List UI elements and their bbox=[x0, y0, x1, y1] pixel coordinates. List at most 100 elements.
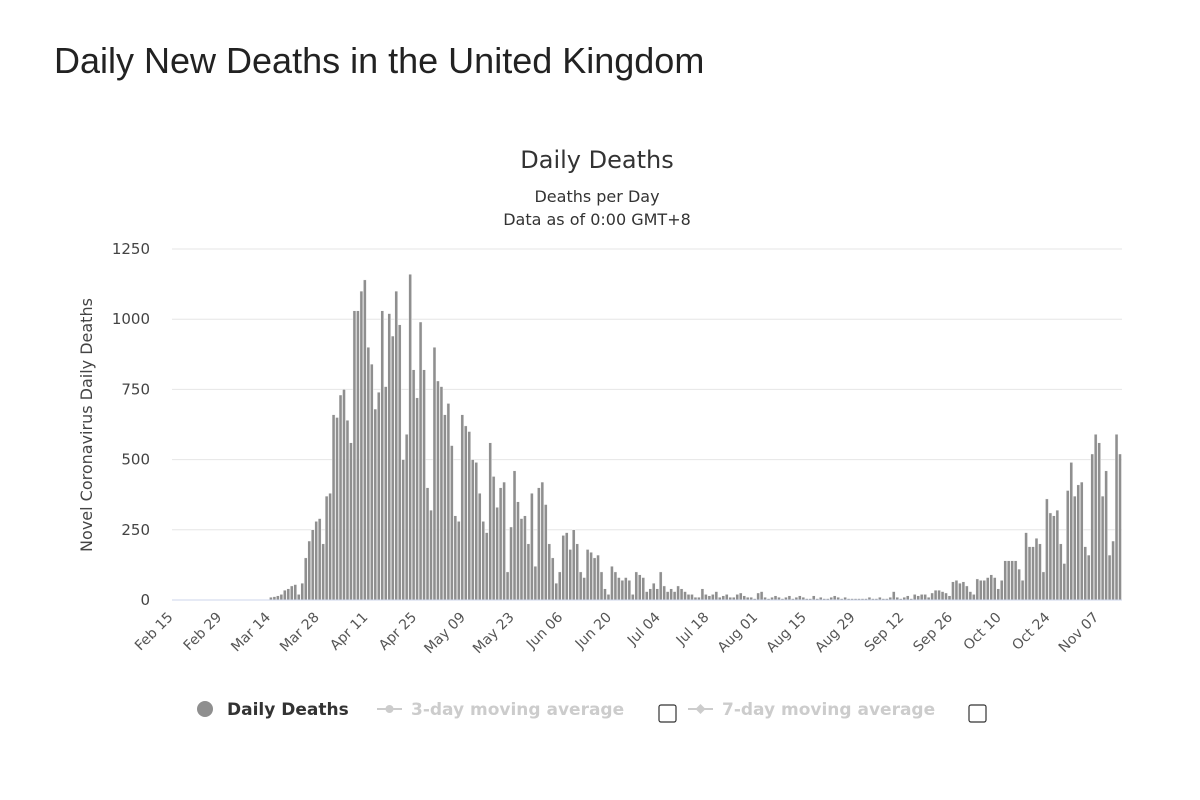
bar[interactable] bbox=[505, 571, 510, 601]
legend-marker-daily-deaths[interactable] bbox=[197, 701, 213, 717]
bar[interactable] bbox=[1006, 560, 1011, 601]
bar[interactable] bbox=[589, 552, 593, 601]
bar[interactable] bbox=[634, 571, 639, 601]
bar[interactable] bbox=[1080, 481, 1084, 601]
bar[interactable] bbox=[1073, 495, 1077, 601]
bar[interactable] bbox=[380, 310, 384, 601]
bar[interactable] bbox=[509, 526, 513, 601]
bar[interactable] bbox=[467, 431, 471, 601]
bar[interactable] bbox=[297, 594, 301, 601]
bar[interactable] bbox=[279, 594, 284, 601]
bar[interactable] bbox=[363, 279, 367, 601]
bar[interactable] bbox=[436, 380, 440, 601]
bar[interactable] bbox=[979, 580, 983, 601]
bar[interactable] bbox=[384, 386, 388, 601]
bar[interactable] bbox=[672, 591, 677, 601]
bar[interactable] bbox=[460, 414, 465, 601]
bar[interactable] bbox=[603, 588, 607, 601]
bar[interactable] bbox=[1114, 434, 1119, 601]
bar[interactable] bbox=[328, 493, 332, 601]
bar[interactable] bbox=[996, 588, 1000, 601]
bar[interactable] bbox=[592, 557, 597, 601]
bar[interactable] bbox=[387, 313, 391, 601]
bar[interactable] bbox=[342, 389, 346, 601]
bar[interactable] bbox=[561, 535, 565, 601]
bar[interactable] bbox=[443, 414, 447, 601]
bar[interactable] bbox=[568, 549, 572, 601]
bar[interactable] bbox=[335, 417, 339, 601]
bar[interactable] bbox=[554, 582, 558, 601]
bar[interactable] bbox=[742, 595, 746, 601]
bar[interactable] bbox=[551, 557, 555, 601]
bar[interactable] bbox=[944, 592, 948, 601]
bar[interactable] bbox=[951, 581, 955, 601]
bar[interactable] bbox=[397, 324, 402, 601]
bar[interactable] bbox=[631, 594, 635, 601]
bar[interactable] bbox=[1059, 543, 1063, 601]
bar[interactable] bbox=[1045, 498, 1049, 601]
bar[interactable] bbox=[624, 577, 628, 601]
bar[interactable] bbox=[596, 554, 600, 601]
bar[interactable] bbox=[906, 595, 910, 601]
bar[interactable] bbox=[1087, 554, 1091, 601]
bar[interactable] bbox=[512, 470, 517, 601]
bar[interactable] bbox=[310, 529, 315, 601]
bar[interactable] bbox=[975, 578, 980, 601]
bar[interactable] bbox=[1000, 580, 1004, 601]
bar[interactable] bbox=[373, 408, 378, 601]
bar[interactable] bbox=[453, 515, 458, 601]
bar[interactable] bbox=[940, 591, 945, 601]
bar[interactable] bbox=[331, 414, 336, 601]
bar[interactable] bbox=[418, 321, 423, 601]
bar[interactable] bbox=[488, 442, 492, 601]
bar[interactable] bbox=[606, 594, 611, 601]
bar[interactable] bbox=[961, 581, 966, 601]
bar[interactable] bbox=[721, 595, 725, 601]
bar[interactable] bbox=[627, 580, 632, 601]
bar[interactable] bbox=[665, 591, 670, 601]
legend-checkbox-7day[interactable] bbox=[968, 704, 987, 723]
bar[interactable] bbox=[300, 582, 304, 601]
bar[interactable] bbox=[359, 290, 364, 601]
bar[interactable] bbox=[756, 592, 760, 601]
bar[interactable] bbox=[958, 582, 962, 601]
bar[interactable] bbox=[655, 588, 659, 601]
bar[interactable] bbox=[478, 493, 482, 601]
bar[interactable] bbox=[394, 290, 398, 601]
bar[interactable] bbox=[366, 347, 371, 601]
bar[interactable] bbox=[700, 588, 705, 601]
bar[interactable] bbox=[314, 521, 318, 601]
bar[interactable] bbox=[1118, 453, 1122, 601]
bar[interactable] bbox=[582, 577, 586, 601]
bar[interactable] bbox=[798, 595, 802, 601]
bar[interactable] bbox=[317, 518, 322, 601]
bar[interactable] bbox=[457, 521, 461, 601]
bar[interactable] bbox=[439, 386, 444, 601]
bar[interactable] bbox=[290, 585, 294, 601]
bar[interactable] bbox=[1090, 453, 1094, 601]
bar[interactable] bbox=[812, 595, 816, 601]
bar[interactable] bbox=[411, 369, 416, 601]
bar[interactable] bbox=[408, 274, 412, 601]
bar[interactable] bbox=[954, 580, 959, 601]
bar[interactable] bbox=[495, 507, 499, 601]
bar[interactable] bbox=[913, 594, 917, 601]
bar[interactable] bbox=[565, 532, 569, 601]
legend-marker-7day[interactable] bbox=[695, 704, 706, 714]
bar[interactable] bbox=[283, 589, 287, 601]
bar[interactable] bbox=[947, 595, 952, 601]
bar[interactable] bbox=[502, 481, 506, 601]
bar[interactable] bbox=[919, 594, 924, 601]
bar[interactable] bbox=[523, 515, 527, 601]
bar[interactable] bbox=[986, 577, 990, 601]
bar[interactable] bbox=[401, 459, 405, 601]
bar[interactable] bbox=[1027, 546, 1032, 601]
bar[interactable] bbox=[547, 543, 552, 601]
bar[interactable] bbox=[533, 566, 538, 601]
bar[interactable] bbox=[617, 577, 621, 601]
bar[interactable] bbox=[714, 591, 719, 601]
bar[interactable] bbox=[558, 571, 562, 601]
bar[interactable] bbox=[481, 521, 485, 601]
bar[interactable] bbox=[613, 571, 618, 601]
bar[interactable] bbox=[725, 594, 729, 601]
